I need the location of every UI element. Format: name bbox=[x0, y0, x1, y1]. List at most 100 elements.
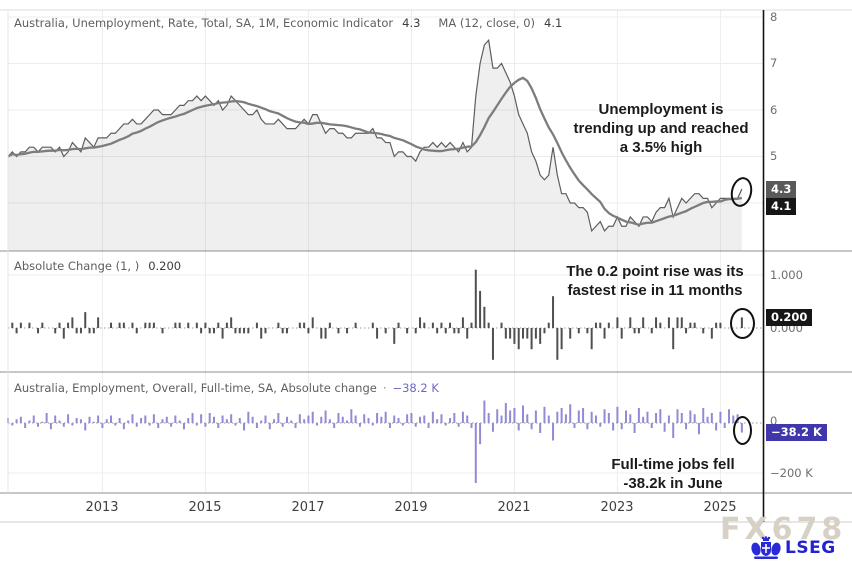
abs-change-bar bbox=[680, 317, 683, 328]
abs-change-bar bbox=[320, 328, 323, 339]
abs-change-bar bbox=[213, 328, 215, 334]
abs-change-bar bbox=[200, 328, 203, 334]
employment-bar bbox=[54, 415, 57, 423]
abs-change-bar bbox=[406, 328, 409, 334]
abs-change-bar bbox=[221, 328, 224, 339]
panel1-header: Australia, Unemployment, Rate, Total, SA… bbox=[14, 16, 562, 30]
abs-change-bar bbox=[655, 317, 658, 328]
abs-change-bar bbox=[281, 328, 284, 334]
employment-bar bbox=[45, 413, 48, 423]
abs-change-bar bbox=[599, 322, 602, 328]
abs-change-bar bbox=[500, 322, 503, 328]
abs-change-bar bbox=[547, 322, 550, 328]
abs-change-bar bbox=[414, 328, 417, 334]
abs-change-bar bbox=[371, 322, 374, 328]
employment-bar bbox=[11, 423, 14, 426]
series1-ma-label[interactable]: MA (12, close, 0) bbox=[438, 16, 536, 30]
employment-bar bbox=[37, 423, 40, 427]
yaxis-label-8: 8 bbox=[770, 10, 778, 24]
employment-bar bbox=[474, 423, 477, 483]
abs-change-bar bbox=[633, 328, 636, 334]
abs-change-bar bbox=[303, 322, 306, 328]
series3-value: −38.2 K bbox=[392, 381, 439, 395]
employment-bar bbox=[307, 415, 310, 423]
abs-change-bar bbox=[54, 328, 57, 334]
employment-bar bbox=[238, 418, 241, 423]
fx678-watermark: FX678 bbox=[720, 512, 847, 547]
employment-bar bbox=[479, 423, 482, 445]
abs-change-bar bbox=[710, 328, 713, 339]
employment-bar bbox=[376, 413, 379, 423]
employment-bar bbox=[680, 413, 683, 423]
employment-bar bbox=[92, 421, 95, 423]
employment-bar bbox=[728, 409, 730, 423]
series1-title[interactable]: Australia, Unemployment, Rate, Total, SA… bbox=[14, 16, 394, 30]
employment-bar bbox=[58, 420, 61, 423]
abs-change-bar bbox=[607, 322, 610, 328]
employment-bar bbox=[689, 410, 692, 423]
abs-change-bar bbox=[444, 328, 447, 334]
abs-change-bar bbox=[238, 328, 241, 334]
employment-bar bbox=[294, 423, 297, 428]
abs-change-bar bbox=[15, 328, 18, 334]
abs-change-bar bbox=[264, 328, 267, 334]
abs-change-bar bbox=[616, 317, 619, 328]
employment-bar bbox=[457, 423, 460, 427]
abs-change-bar bbox=[629, 317, 632, 328]
abs-change-bar bbox=[285, 328, 288, 334]
abs-change-bar bbox=[504, 328, 507, 339]
abs-change-bar bbox=[642, 317, 645, 328]
employment-bar bbox=[230, 414, 233, 423]
employment-bar bbox=[706, 416, 709, 423]
employment-bar bbox=[208, 413, 211, 423]
abs-change-bar bbox=[530, 328, 533, 350]
abs-change-bar bbox=[526, 328, 529, 339]
employment-bar bbox=[298, 414, 301, 423]
employment-bar bbox=[367, 418, 370, 423]
abs-change-bar bbox=[131, 322, 134, 328]
series2-title[interactable]: Absolute Change (1, ) bbox=[14, 259, 140, 273]
abs-change-bar bbox=[650, 328, 653, 334]
employment-bar bbox=[556, 411, 559, 423]
employment-bar bbox=[466, 415, 469, 423]
abs-change-bar bbox=[122, 322, 125, 328]
employment-bar bbox=[337, 413, 340, 423]
employment-bar bbox=[174, 415, 177, 423]
employment-bar bbox=[715, 423, 718, 431]
employment-bar bbox=[122, 423, 125, 430]
employment-bar bbox=[496, 409, 499, 423]
employment-bar bbox=[277, 413, 280, 423]
abs-change-bar bbox=[719, 322, 722, 328]
abs-change-bar bbox=[552, 296, 555, 328]
employment-bar bbox=[28, 420, 31, 423]
last-value-badge-ma: 4.1 bbox=[766, 198, 797, 215]
series3-title[interactable]: Australia, Employment, Overall, Full-tim… bbox=[14, 381, 377, 395]
employment-bar bbox=[204, 423, 207, 427]
employment-bar bbox=[303, 419, 306, 423]
employment-bar bbox=[157, 423, 160, 428]
employment-bar bbox=[697, 423, 700, 435]
employment-bar bbox=[401, 423, 404, 426]
abs-change-bar bbox=[672, 328, 675, 350]
employment-bar bbox=[178, 420, 181, 423]
employment-bar bbox=[543, 406, 546, 423]
abs-change-bar bbox=[277, 322, 280, 328]
abs-change-bar bbox=[560, 328, 563, 350]
abs-change-bar bbox=[453, 328, 456, 334]
abs-change-bar bbox=[92, 328, 95, 334]
employment-bar bbox=[316, 423, 318, 426]
employment-bar bbox=[97, 415, 100, 423]
abs-change-bar bbox=[337, 328, 340, 334]
employment-bar bbox=[281, 423, 284, 427]
yaxis-label-0: 0 bbox=[770, 414, 778, 428]
abs-change-bar bbox=[376, 328, 379, 339]
xaxis-label-2025: 2025 bbox=[703, 500, 737, 515]
abs-change-bar bbox=[328, 322, 331, 328]
employment-bar bbox=[582, 408, 585, 423]
employment-bar bbox=[200, 414, 203, 423]
abs-change-bar bbox=[71, 317, 74, 328]
abs-change-bar bbox=[225, 322, 228, 328]
abs-change-bar bbox=[88, 328, 91, 334]
